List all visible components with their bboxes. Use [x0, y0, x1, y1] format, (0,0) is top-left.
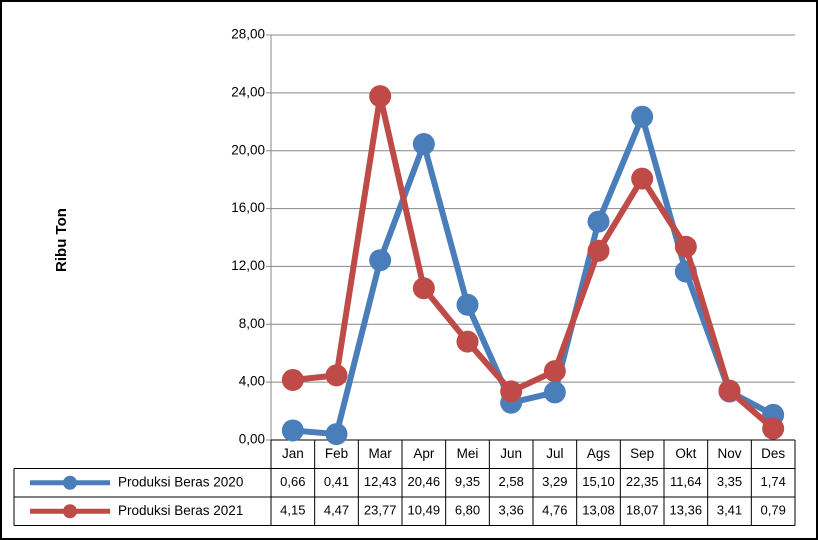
y-tick-label: 12,00: [231, 258, 265, 273]
table-value: 4,15: [280, 503, 305, 518]
table-value: 3,41: [717, 503, 742, 518]
table-value: 3,35: [717, 474, 742, 489]
table-value: 23,77: [364, 503, 397, 518]
y-tick-label: 4,00: [239, 374, 265, 389]
point: [587, 239, 610, 262]
legend-marker: [63, 504, 77, 519]
table-value: 20,46: [408, 474, 441, 489]
x-tick-label: Mar: [369, 446, 393, 461]
point: [543, 360, 566, 383]
legend-label: Produksi Beras 2021: [118, 503, 243, 518]
table-value: 22,35: [626, 474, 659, 489]
y-tick-label: 8,00: [239, 316, 265, 331]
x-tick-label: Nov: [717, 446, 741, 461]
point: [281, 368, 304, 391]
table-value: 12,43: [364, 474, 397, 489]
table-value: 11,64: [670, 474, 702, 489]
point: [325, 423, 348, 446]
point: [369, 85, 392, 108]
point: [456, 293, 479, 316]
x-tick-label: Okt: [675, 446, 696, 461]
point: [456, 330, 479, 353]
point: [412, 133, 435, 156]
point: [412, 277, 435, 300]
series-line: [292, 93, 776, 431]
y-tick-label: 16,00: [231, 200, 265, 215]
table-value: 13,08: [582, 503, 615, 518]
table-value: 4,47: [324, 503, 349, 518]
x-tick-label: Jul: [546, 446, 563, 461]
point: [718, 379, 741, 402]
table-value: 6,80: [455, 503, 480, 518]
point: [587, 210, 610, 233]
x-tick-label: Apr: [413, 446, 435, 461]
table-value: 10,49: [408, 503, 441, 518]
table-value: 4,76: [542, 503, 567, 518]
y-tick-label: 28,00: [231, 27, 265, 42]
table-value: 3,36: [499, 503, 524, 518]
point: [500, 380, 523, 403]
x-tick-label: Mei: [457, 446, 479, 461]
point: [325, 364, 348, 387]
point: [674, 235, 697, 258]
legend-marker: [63, 475, 77, 490]
y-axis-label: Ribu Ton: [53, 208, 70, 272]
point: [281, 419, 304, 442]
y-tick-label: 0,00: [239, 432, 265, 447]
table-value: 13,36: [670, 503, 703, 518]
legend-label: Produksi Beras 2020: [118, 474, 243, 489]
x-tick-label: Ags: [587, 446, 611, 461]
table-value: 3,29: [542, 474, 567, 489]
table-value: 18,07: [626, 503, 659, 518]
x-tick-label: Feb: [325, 446, 348, 461]
table-value: 1,74: [761, 474, 786, 489]
series-line: [292, 113, 775, 438]
y-tick-label: 20,00: [231, 142, 265, 157]
point: [369, 249, 392, 272]
point: [762, 417, 785, 440]
table-value: 0,66: [280, 474, 305, 489]
x-tick-label: Sep: [630, 446, 654, 461]
point: [543, 381, 566, 404]
x-tick-label: Jun: [500, 446, 522, 461]
point: [631, 105, 654, 128]
table-value: 0,79: [761, 503, 786, 518]
table-value: 2,58: [499, 474, 524, 489]
x-tick-label: Jan: [282, 446, 304, 461]
x-tick-label: Des: [761, 446, 785, 461]
table-value: 0,41: [324, 474, 349, 489]
table-value: 9,35: [455, 474, 480, 489]
y-tick-label: 24,00: [231, 84, 265, 99]
table-value: 15,10: [582, 474, 615, 489]
point: [631, 167, 654, 190]
